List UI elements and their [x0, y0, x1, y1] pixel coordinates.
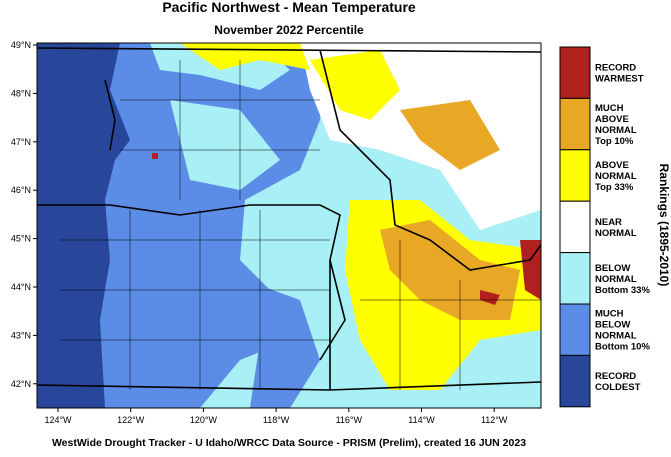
legend-label: NORMAL: [595, 228, 637, 239]
latitude-labels: 49°N 48°N 47°N 46°N 45°N 44°N 43°N 42°N: [11, 40, 37, 389]
legend-swatch: [559, 200, 591, 254]
lon-label: 116°W: [336, 415, 363, 425]
legend-label: COLDEST: [595, 382, 641, 393]
lon-label: 120°W: [190, 415, 218, 425]
legend-label: Bottom 33%: [595, 285, 650, 296]
legend-label: NORMAL: [595, 331, 637, 342]
legend-label: NORMAL: [595, 125, 637, 136]
legend-swatch: [559, 149, 591, 202]
lat-label: 45°N: [11, 234, 31, 244]
legend-label: MUCH: [595, 103, 624, 114]
legend-label: ABOVE: [595, 160, 629, 171]
legend-swatch: [559, 303, 591, 356]
legend-swatch: [559, 46, 591, 99]
legend-swatch: [559, 354, 591, 408]
legend-label: NEAR: [595, 217, 622, 228]
lat-label: 49°N: [11, 40, 31, 50]
legend-label: ABOVE: [595, 114, 629, 125]
lat-label: 48°N: [11, 88, 31, 98]
legend-swatch: [559, 97, 591, 151]
legend-swatch: [559, 252, 591, 305]
legend-label: WARMEST: [595, 74, 644, 85]
map: 49°N48°N47°N46°N45°N44°N43°N42°N 124°W 12…: [11, 40, 542, 425]
lon-label: 112°W: [481, 415, 508, 425]
lon-label: 122°W: [117, 415, 145, 425]
lon-label: 118°W: [263, 415, 290, 425]
footer: WestWide Drought Tracker - U Idaho/WRCC …: [52, 437, 526, 449]
lat-label: 43°N: [11, 330, 31, 340]
legend-title: Rankings (1895-2010): [657, 164, 671, 287]
legend-label: Top 10%: [595, 136, 634, 147]
legend-label: MUCH: [595, 309, 624, 320]
legend-label: BELOW: [595, 263, 630, 274]
lat-label: 42°N: [11, 379, 31, 389]
longitude-labels: 124°W 122°W 120°W 118°W 116°W 114°W 112°W: [44, 408, 508, 425]
legend-label: RECORD: [595, 63, 636, 74]
legend-label: RECORD: [595, 371, 636, 382]
lon-label: 114°W: [408, 415, 435, 425]
title: Pacific Northwest - Mean Temperature: [162, 0, 416, 15]
legend-label: NORMAL: [595, 274, 637, 285]
subtitle: November 2022 Percentile: [214, 23, 364, 37]
lat-label: 46°N: [11, 185, 31, 195]
lat-label: 47°N: [11, 137, 31, 147]
legend-label: NORMAL: [595, 171, 637, 182]
legend-label: Bottom 10%: [595, 342, 650, 353]
legend-label: Top 33%: [595, 182, 634, 193]
lat-label: 44°N: [11, 282, 31, 292]
lon-label: 124°W: [44, 415, 72, 425]
legend-label: BELOW: [595, 320, 630, 331]
